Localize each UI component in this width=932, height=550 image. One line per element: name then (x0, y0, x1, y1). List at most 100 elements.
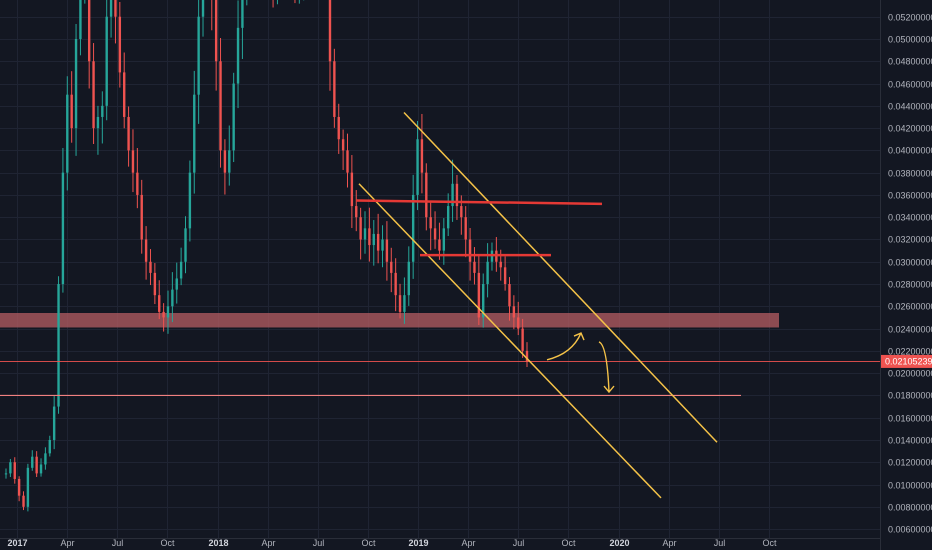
time-axis[interactable]: 2017 Apr Jul Oct 2018 Apr Jul Oct 2019 Apr Jul Oct 2… (0, 538, 880, 548)
candle-body (74, 38, 78, 129)
candle-body (468, 239, 472, 262)
candle-body (175, 278, 178, 290)
candle-body (223, 150, 227, 173)
price-tick-label: 0.03200000 (888, 235, 932, 245)
time-tick-label: 2020 (609, 538, 629, 548)
arrow-up-path[interactable] (546, 332, 582, 361)
candle-body (26, 467, 30, 507)
price-tick-label: 0.02600000 (888, 302, 932, 312)
candle-body (57, 284, 60, 407)
candle-body (442, 228, 446, 251)
candle-body (179, 261, 183, 279)
candle-body (525, 350, 529, 363)
candle-body (337, 116, 340, 140)
price-axis[interactable]: 0.05200000 0.05000000 0.04800000 0.04600000… (880, 0, 932, 550)
time-tick-label: Jul (714, 538, 726, 548)
price-tick-label: 0.03400000 (888, 213, 932, 223)
candle-body (499, 261, 502, 268)
candle-body (403, 295, 406, 312)
price-tick-label: 0.01800000 (888, 391, 932, 401)
candle-body (451, 183, 454, 207)
candle-body (44, 453, 47, 465)
support-zone[interactable] (0, 312, 779, 328)
price-tick-label: 0.04600000 (888, 80, 932, 90)
last-price-label: 0.02105239 (885, 356, 932, 366)
price-tick-label: 0.05000000 (888, 35, 932, 45)
candle-body (105, 16, 108, 106)
candle-body (438, 239, 441, 251)
price-tick-label: 0.02400000 (888, 325, 932, 335)
time-tick-label: Oct (160, 538, 175, 548)
candle-body (162, 311, 165, 318)
time-tick-label: Jul (112, 538, 124, 548)
candle-body (368, 228, 371, 246)
candle-body (17, 478, 21, 496)
candle-body (328, 0, 332, 62)
price-tick-label: 0.02000000 (888, 369, 932, 379)
candle-body (35, 456, 38, 474)
resistance-line-upper[interactable] (355, 199, 603, 206)
candle-body (376, 233, 380, 251)
candle-body (394, 272, 397, 296)
time-tick-label: Apr (261, 538, 275, 548)
candle-body (92, 61, 95, 129)
candle-body (140, 194, 143, 240)
candle-body (166, 306, 170, 318)
candle-body (429, 217, 432, 229)
channel-upper-line[interactable] (403, 111, 718, 443)
price-tick-label: 0.04800000 (888, 57, 932, 67)
last-price-badge (881, 354, 932, 368)
candle-body (241, 0, 244, 28)
time-tick-label: Oct (361, 538, 376, 548)
candlestick-series (4, 0, 529, 512)
candle-body (114, 0, 117, 17)
channel-lower-line[interactable] (358, 183, 662, 499)
candle-body (350, 172, 354, 207)
candle-body (193, 94, 196, 173)
candle-body (372, 233, 375, 246)
price-tick-label: 0.03600000 (888, 191, 932, 201)
price-tick-label: 0.01400000 (888, 436, 932, 446)
candle-body (341, 139, 345, 151)
candle-body (385, 239, 389, 262)
price-tick-label: 0.05200000 (888, 13, 932, 23)
price-tick-label: 0.01000000 (888, 481, 932, 491)
candle-body (31, 456, 34, 468)
drawing-layer[interactable] (0, 111, 880, 499)
candle-body (420, 139, 424, 173)
price-tick-label: 0.03800000 (888, 169, 932, 179)
price-tick-label: 0.04400000 (888, 102, 932, 112)
candle-body (61, 172, 65, 285)
candle-body (127, 116, 130, 151)
price-tick-label: 0.00600000 (888, 525, 932, 535)
arrow-down-path[interactable] (598, 341, 610, 393)
time-tick-label: Oct (762, 538, 777, 548)
candle-body (149, 261, 152, 273)
candle-body (236, 27, 240, 84)
time-tick-label: Oct (561, 538, 576, 548)
time-tick-label: 2019 (408, 538, 428, 548)
time-tick-label: Apr (461, 538, 475, 548)
candle-body (131, 150, 135, 173)
price-tick-label: 0.00800000 (888, 503, 932, 513)
price-tick-label: 0.01600000 (888, 414, 932, 424)
candle-body (188, 172, 192, 229)
candle-body (109, 0, 113, 17)
price-tick-label: 0.02800000 (888, 280, 932, 290)
candle-body (101, 105, 104, 117)
candle-body (477, 272, 481, 318)
price-tick-label: 0.04200000 (888, 124, 932, 134)
candle-body (79, 0, 82, 39)
time-tick-label: Apr (60, 538, 74, 548)
candle-body (66, 94, 69, 173)
price-tick-label: 0.04000000 (888, 146, 932, 156)
candle-body (460, 206, 463, 218)
candle-body (359, 217, 362, 240)
arrow-up-head (573, 332, 585, 341)
candle-body (482, 284, 485, 318)
price-tick-label: 0.01200000 (888, 458, 932, 468)
time-tick-label: Apr (662, 538, 676, 548)
